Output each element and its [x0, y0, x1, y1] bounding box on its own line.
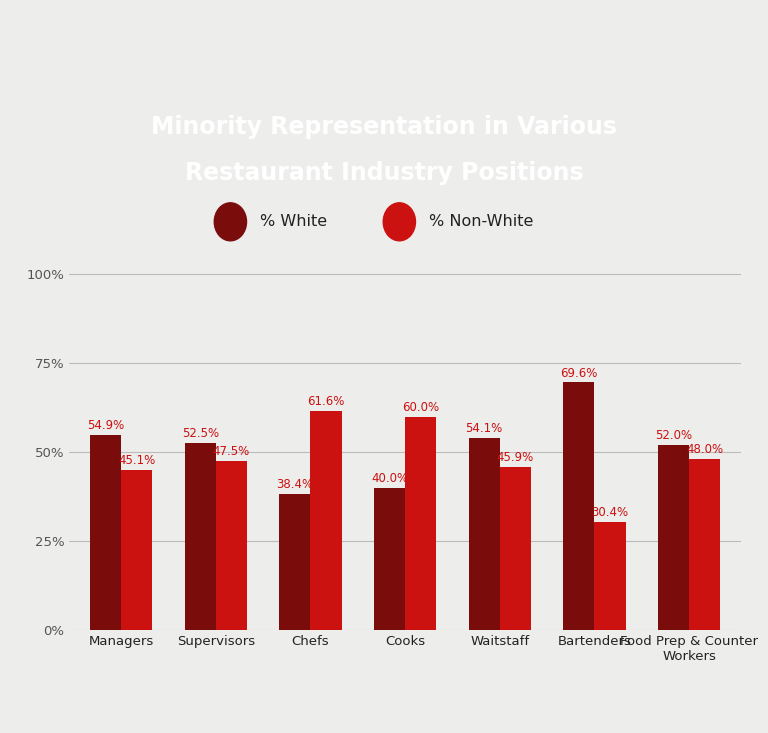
- Bar: [689, 460, 720, 630]
- Text: 30.4%: 30.4%: [591, 507, 628, 519]
- Text: % Non-White: % Non-White: [429, 214, 533, 229]
- Bar: [594, 522, 626, 630]
- Bar: [90, 435, 121, 630]
- Text: 52.0%: 52.0%: [655, 430, 692, 442]
- Text: 48.0%: 48.0%: [686, 443, 723, 457]
- Bar: [184, 443, 216, 630]
- Text: Restaurant Industry Positions: Restaurant Industry Positions: [184, 161, 584, 185]
- Text: 52.5%: 52.5%: [182, 427, 219, 441]
- Bar: [500, 467, 531, 630]
- Text: 47.5%: 47.5%: [213, 445, 250, 458]
- Bar: [468, 438, 500, 630]
- Bar: [216, 461, 247, 630]
- Bar: [374, 488, 406, 630]
- Bar: [658, 445, 689, 630]
- Bar: [121, 470, 152, 630]
- Ellipse shape: [214, 203, 247, 241]
- Text: 69.6%: 69.6%: [560, 366, 598, 380]
- Ellipse shape: [383, 203, 415, 241]
- Text: 61.6%: 61.6%: [307, 395, 345, 408]
- Bar: [310, 411, 342, 630]
- Text: 54.9%: 54.9%: [87, 419, 124, 432]
- Text: % White: % White: [260, 214, 326, 229]
- Bar: [406, 416, 436, 630]
- Text: 54.1%: 54.1%: [465, 421, 503, 435]
- Bar: [280, 493, 310, 630]
- Bar: [563, 383, 594, 630]
- Text: Minority Representation in Various: Minority Representation in Various: [151, 115, 617, 139]
- Text: 45.9%: 45.9%: [497, 451, 534, 464]
- Text: 60.0%: 60.0%: [402, 401, 439, 413]
- Text: 38.4%: 38.4%: [276, 478, 313, 490]
- Text: 40.0%: 40.0%: [371, 472, 408, 485]
- Text: 45.1%: 45.1%: [118, 454, 155, 467]
